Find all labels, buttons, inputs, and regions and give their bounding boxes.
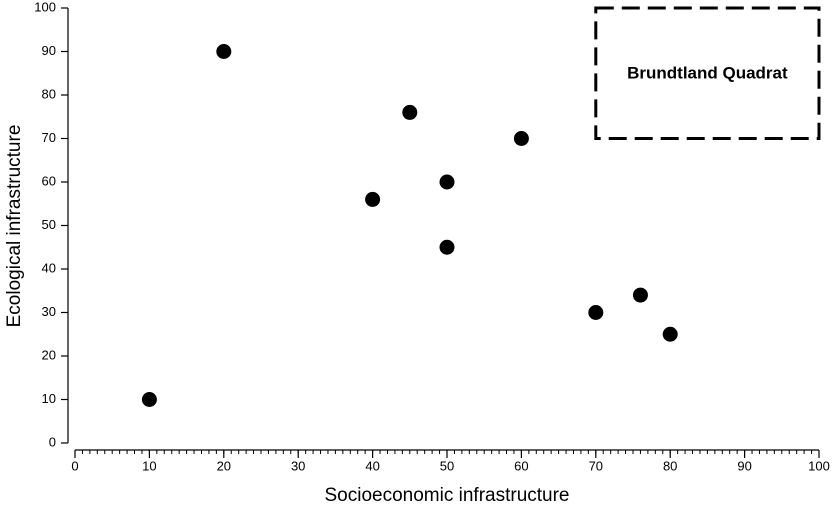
y-tick-label: 10 (42, 391, 56, 406)
point (513, 131, 529, 146)
x-tick-label: 0 (71, 458, 78, 473)
point (402, 104, 418, 120)
point (632, 287, 648, 303)
x-tick-label: 70 (589, 458, 603, 473)
x-axis-title: Socioeconomic infrastructure (325, 485, 570, 506)
point (439, 239, 455, 255)
x-tick-label: 20 (217, 458, 231, 473)
point (365, 191, 381, 207)
x-tick-label: 50 (440, 458, 454, 473)
x-tick-label: 10 (142, 458, 156, 473)
y-tick-label: 60 (42, 173, 56, 188)
y-tick-label: 80 (42, 86, 56, 101)
x-tick-label: 80 (663, 458, 677, 473)
point (439, 174, 455, 190)
y-tick-label: 30 (42, 304, 56, 319)
point (662, 326, 678, 342)
y-tick-label: 100 (34, 0, 56, 14)
y-tick-label: 90 (42, 43, 56, 58)
annotation-box (594, 6, 821, 140)
point (216, 44, 232, 59)
x-tick-label: 30 (291, 458, 305, 473)
annotation-label: Brundtland Quadrat (627, 64, 788, 83)
y-tick-label: 50 (42, 217, 56, 232)
point (588, 305, 604, 320)
x-tick-label: 60 (514, 458, 528, 473)
point (141, 392, 157, 407)
x-tick-label: 90 (737, 458, 751, 473)
y-tick-label: 20 (42, 347, 56, 362)
x-tick-label: 100 (808, 458, 830, 473)
x-tick-label: 40 (365, 458, 379, 473)
y-tick-label: 70 (42, 130, 56, 145)
y-tick-label: 40 (42, 260, 56, 275)
y-tick-label: 0 (49, 434, 56, 449)
y-axis-title: Ecological infrastructure (4, 125, 25, 328)
